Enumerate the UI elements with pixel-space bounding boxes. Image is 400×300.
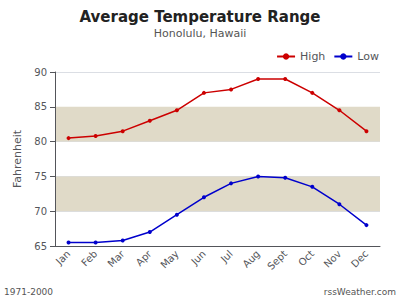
svg-text:Mar: Mar	[105, 247, 127, 269]
svg-text:Aug: Aug	[240, 248, 262, 270]
svg-text:Fahrenheit: Fahrenheit	[11, 129, 24, 188]
svg-text:Oct: Oct	[296, 248, 316, 268]
svg-text:Average Temperature Range: Average Temperature Range	[79, 8, 320, 26]
svg-text:1971-2000: 1971-2000	[4, 287, 53, 297]
svg-text:rssWeather.com: rssWeather.com	[324, 287, 396, 297]
svg-text:85: 85	[34, 101, 47, 112]
svg-text:Dec: Dec	[349, 248, 370, 269]
svg-text:Jul: Jul	[218, 248, 235, 265]
svg-text:Sept: Sept	[265, 248, 289, 272]
svg-text:Jun: Jun	[188, 248, 208, 268]
svg-text:75: 75	[34, 171, 47, 182]
svg-text:90: 90	[34, 67, 47, 78]
svg-text:Honolulu, Hawaii: Honolulu, Hawaii	[154, 27, 247, 40]
svg-text:Apr: Apr	[134, 247, 155, 268]
svg-text:70: 70	[34, 206, 47, 217]
svg-text:Low: Low	[357, 50, 379, 63]
svg-text:Jan: Jan	[53, 248, 72, 267]
svg-text:Feb: Feb	[79, 248, 99, 268]
svg-text:65: 65	[34, 241, 47, 252]
svg-text:High: High	[300, 50, 325, 63]
svg-text:May: May	[158, 248, 180, 270]
svg-text:Nov: Nov	[322, 248, 344, 270]
svg-text:80: 80	[34, 136, 47, 147]
